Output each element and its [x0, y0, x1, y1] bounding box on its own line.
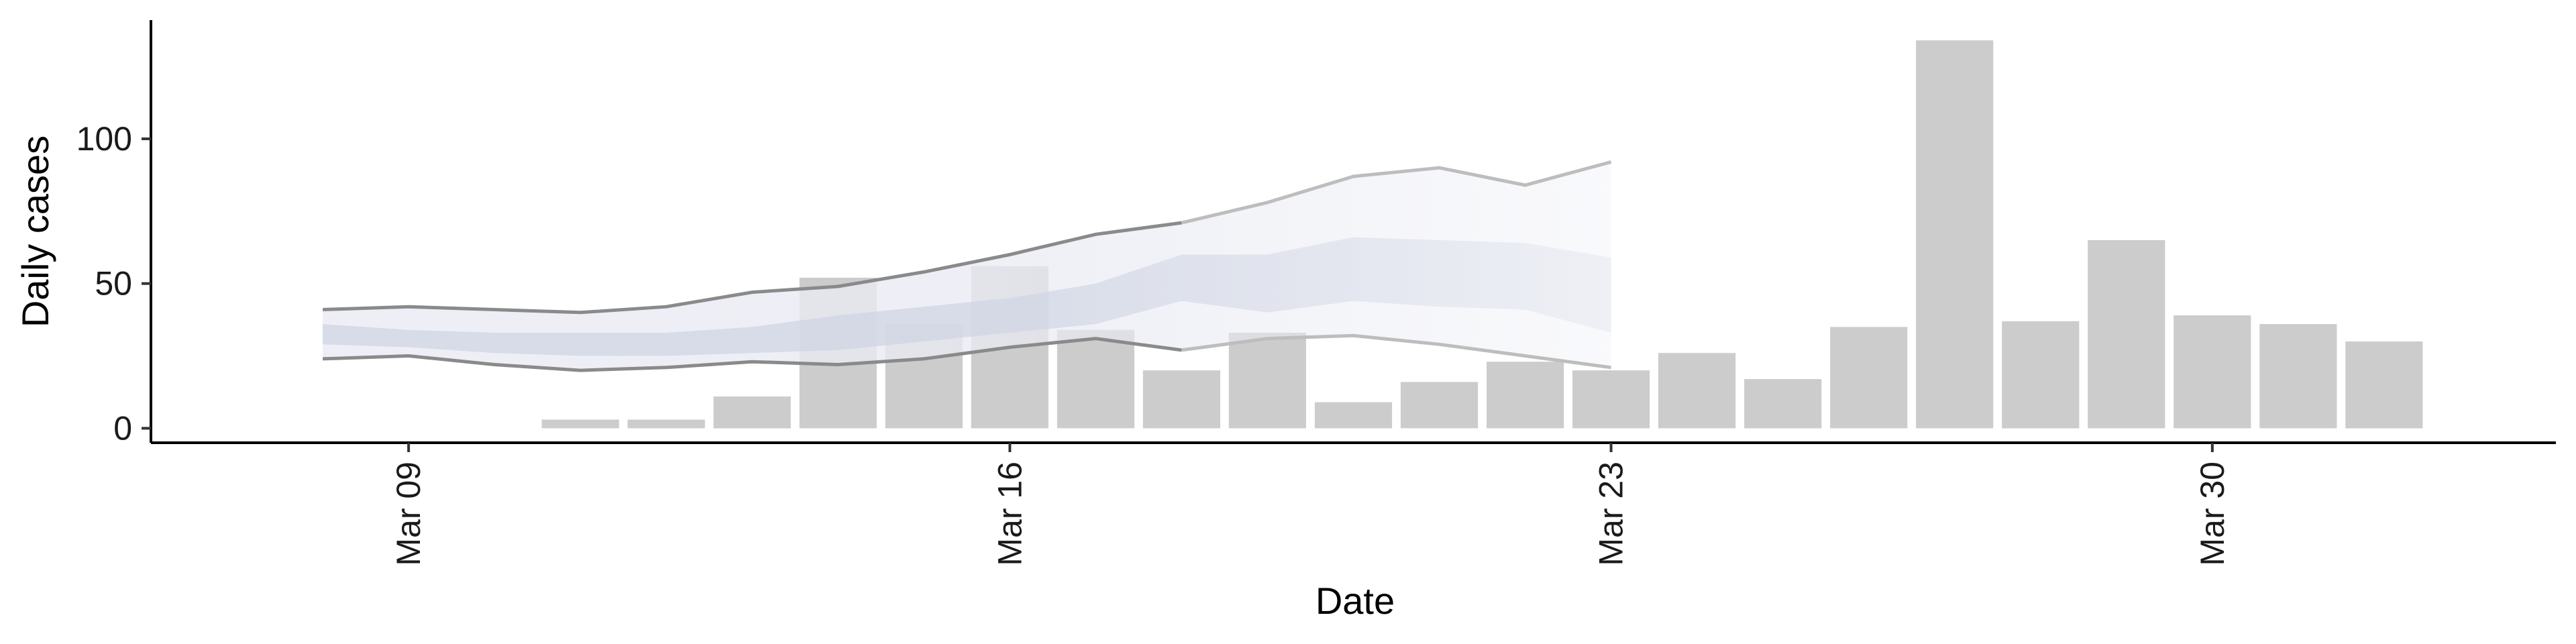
interval-lines: [323, 160, 1612, 372]
bar-2020-03-20: [1314, 402, 1393, 429]
inner-interval-band: [323, 237, 1611, 356]
bar-2020-03-25: [1744, 379, 1822, 429]
bar-2020-03-11: [541, 419, 619, 429]
bar-2020-04-01: [2345, 341, 2423, 429]
bar-2020-03-26: [1830, 327, 1908, 429]
x-tick-label-2020-03-16: Mar 16: [991, 462, 1028, 566]
bar-2020-03-17: [1057, 329, 1134, 429]
bar-2020-03-23: [1572, 370, 1650, 429]
x-tick-label-2020-03-09: Mar 09: [390, 462, 427, 566]
bar-2020-03-31: [2259, 324, 2337, 429]
bar-2020-03-12: [627, 419, 705, 429]
y-axis-title: Daily cases: [14, 136, 56, 327]
y-tick-label-0: 0: [113, 409, 132, 447]
outer-lower-line: [323, 337, 1182, 372]
outer-upper-line-projected: [1181, 160, 1612, 225]
y-tick-label-100: 100: [76, 120, 132, 158]
bar-2020-03-30: [2174, 315, 2251, 429]
bar-2020-03-22: [1487, 362, 1564, 429]
bar-2020-03-13: [713, 396, 791, 429]
x-tick-label-2020-03-30: Mar 30: [2194, 462, 2231, 566]
bar-2020-03-27: [1916, 40, 1994, 429]
bar-2020-03-24: [1658, 353, 1736, 429]
bar-2020-03-28: [2002, 321, 2080, 429]
outer-interval-band: [323, 162, 1611, 371]
bar-2020-03-29: [2088, 239, 2165, 429]
bar-2020-03-19: [1228, 333, 1306, 429]
bar-2020-03-18: [1142, 370, 1220, 429]
x-tick-label-2020-03-23: Mar 23: [1593, 462, 1630, 566]
axes: 0 50 100 Mar 09 Mar 16 Mar 23 Mar 30: [76, 20, 2556, 566]
y-tick-label-50: 50: [95, 265, 132, 303]
estimate-bands: [323, 162, 1611, 371]
outer-lower-line-projected: [1181, 333, 1611, 370]
bar-2020-03-21: [1400, 382, 1479, 429]
outer-upper-line: [323, 221, 1182, 315]
x-axis-title: Date: [1316, 580, 1395, 622]
